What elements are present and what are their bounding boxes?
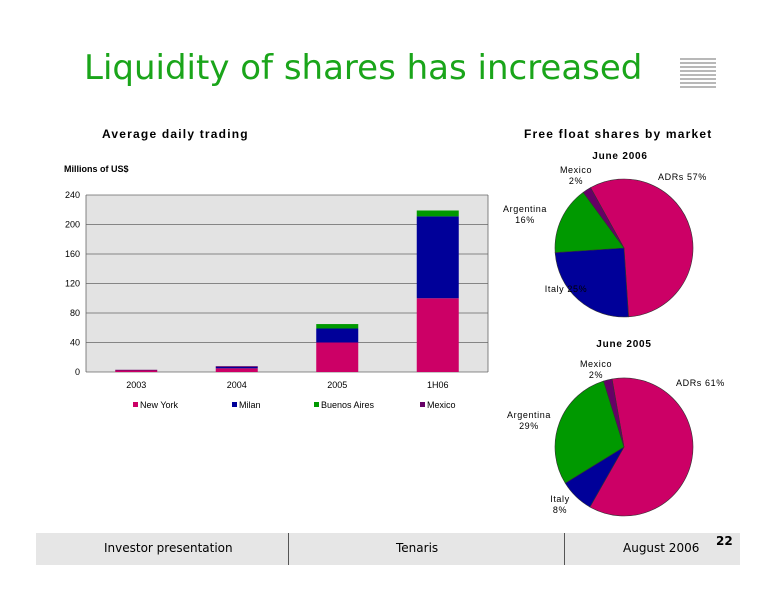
pie-2006-title: June 2006 <box>592 151 648 162</box>
y-tick-label: 200 <box>65 220 80 230</box>
footer-left-text: Investor presentation <box>104 541 233 555</box>
pie-2005-slice-label: 8% <box>553 505 567 515</box>
bar-segment <box>115 370 158 372</box>
pie-2006-slice <box>554 191 625 253</box>
bar-segment <box>316 324 359 329</box>
pie-2005-slice-label: Mexico <box>580 359 612 369</box>
page-number: 22 <box>716 534 733 548</box>
x-tick-label: 1H06 <box>427 380 449 390</box>
pie-2005-slice-label: 2% <box>589 370 603 380</box>
legend-label: Milan <box>239 400 261 410</box>
logo-stripes-icon <box>680 58 716 94</box>
bar-segment <box>416 210 459 217</box>
bar-segment <box>316 342 359 372</box>
legend-swatch <box>420 402 425 407</box>
footer-center-text: Tenaris <box>396 541 439 555</box>
units-label: Millions of US$ <box>64 164 129 174</box>
pie-2005-title: June 2005 <box>596 339 652 350</box>
bar-segment <box>115 369 158 371</box>
pie-2005-slice <box>554 380 625 484</box>
pie-2006-slice <box>590 178 694 318</box>
pie-2005-slice <box>603 378 625 448</box>
pie-2005-slice-label: ADRs 61% <box>676 378 725 388</box>
bar-segment <box>416 216 459 299</box>
y-tick-label: 240 <box>65 190 80 200</box>
pie-2006-slice-label: 2% <box>569 176 583 186</box>
y-tick-label: 120 <box>65 279 80 289</box>
footer-bar: Investor presentation Tenaris August 200… <box>36 533 740 565</box>
pie-2005-slice-label: Argentina <box>507 410 551 420</box>
bar-segment <box>316 328 359 343</box>
footer-divider <box>564 533 565 565</box>
pie-2005-slice <box>589 377 694 517</box>
legend-label: Buenos Aires <box>321 400 375 410</box>
pie-section-title: Free float shares by market <box>524 127 713 141</box>
pie-2006-slice-label: Mexico <box>560 165 592 175</box>
pie-2006-slice-label: Argentina <box>503 204 547 214</box>
bar-segment <box>215 366 258 367</box>
pie-2006-slice-label: ADRs 57% <box>658 172 707 182</box>
y-tick-label: 160 <box>65 249 80 259</box>
x-tick-label: 2004 <box>227 380 247 390</box>
pie-2005-slice-label: 29% <box>519 421 539 431</box>
x-tick-label: 2003 <box>126 380 146 390</box>
legend-label: Mexico <box>427 400 456 410</box>
legend-swatch <box>133 402 138 407</box>
bar-section-title: Average daily trading <box>102 127 249 141</box>
y-tick-label: 80 <box>70 308 80 318</box>
pie-2006-slice-label: Italy 25% <box>545 284 587 294</box>
pie-2005-slice-label: Italy <box>550 494 570 504</box>
pie-2006-slice <box>554 247 629 318</box>
footer-right-text: August 2006 <box>623 541 700 555</box>
page-title: Liquidity of shares has increased <box>84 48 643 88</box>
legend-swatch <box>232 402 237 407</box>
bar-segment <box>215 366 258 369</box>
bar-segment <box>416 298 459 372</box>
legend-label: New York <box>140 400 179 410</box>
bar-segment <box>215 368 258 372</box>
y-tick-label: 40 <box>70 338 80 348</box>
footer-divider <box>288 533 289 565</box>
pie-2006-slice-label: 16% <box>515 215 535 225</box>
x-tick-label: 2005 <box>327 380 347 390</box>
pie-2006-slice <box>582 187 625 249</box>
legend-swatch <box>314 402 319 407</box>
y-tick-label: 0 <box>75 367 80 377</box>
